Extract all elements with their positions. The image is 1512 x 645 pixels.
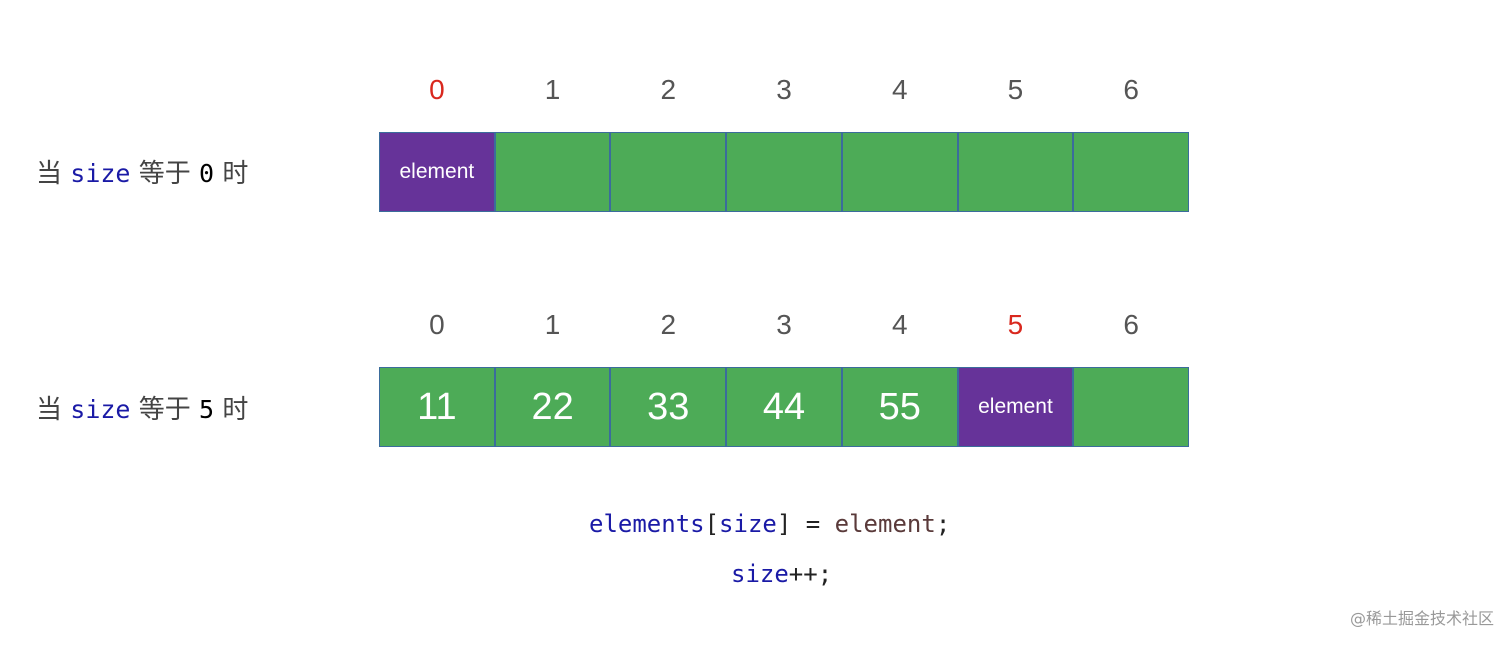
label-value: 5 — [199, 395, 215, 424]
array-cell: 22 — [494, 367, 611, 447]
label-prefix: 当 — [36, 395, 63, 425]
array-cell: 33 — [610, 367, 727, 447]
watermark: @稀土掘金技术社区 — [1349, 609, 1494, 628]
index-label: 1 — [544, 74, 561, 105]
label-middle: 等于 — [138, 395, 191, 425]
array-cell: 11 — [379, 367, 495, 447]
code-bracket: [ — [704, 510, 720, 538]
label-prefix: 当 — [36, 159, 63, 189]
code-array: elements — [589, 510, 705, 538]
element-cell: element — [957, 367, 1074, 447]
index-label: 5 — [1007, 74, 1024, 105]
row-label: 当 size 等于 5 时 — [36, 389, 248, 426]
index-label: 2 — [660, 309, 677, 340]
array-cell — [494, 132, 611, 212]
row-label: 当 size 等于 0 时 — [36, 153, 248, 190]
array-cell — [841, 132, 958, 212]
code-bracket: ] — [776, 510, 792, 538]
code-var: size — [731, 560, 789, 588]
code-end: ; — [935, 510, 951, 538]
index-label: 4 — [891, 309, 908, 340]
label-value: 0 — [199, 159, 215, 188]
index-label: 0 — [429, 74, 445, 105]
index-label: 1 — [544, 309, 561, 340]
element-cell: element — [379, 132, 495, 212]
index-label: 4 — [891, 74, 908, 105]
index-label: 6 — [1123, 74, 1139, 105]
code-line-increment: size++; — [731, 560, 832, 588]
array-cell — [1073, 367, 1190, 447]
code-line-assign: elements[size] = element; — [589, 510, 950, 538]
index-label: 0 — [429, 309, 445, 340]
code-value: element — [834, 510, 936, 538]
array-cell — [957, 132, 1074, 212]
label-suffix: 时 — [222, 159, 249, 189]
index-label: 3 — [776, 309, 792, 340]
label-keyword: size — [70, 395, 131, 424]
index-label: 5 — [1007, 309, 1024, 340]
code-op: = — [791, 510, 835, 538]
code-end: ; — [817, 560, 833, 588]
array-cell — [1073, 132, 1190, 212]
array-cell — [726, 132, 842, 212]
label-middle: 等于 — [138, 159, 191, 189]
index-row: 0 1 2 3 4 5 6 — [379, 74, 1189, 110]
index-label: 6 — [1123, 309, 1139, 340]
label-keyword: size — [70, 159, 131, 188]
code-op: ++ — [788, 560, 818, 588]
index-label: 2 — [660, 74, 677, 105]
array-cell: 55 — [841, 367, 958, 447]
index-label: 3 — [776, 74, 792, 105]
code-index: size — [719, 510, 777, 538]
label-suffix: 时 — [222, 395, 249, 425]
index-row: 0 1 2 3 4 5 6 — [379, 309, 1189, 345]
array-cell — [610, 132, 727, 212]
array-cells: element — [379, 132, 1190, 212]
array-cells: 11 22 33 44 55 element — [379, 367, 1190, 447]
array-cell: 44 — [726, 367, 842, 447]
